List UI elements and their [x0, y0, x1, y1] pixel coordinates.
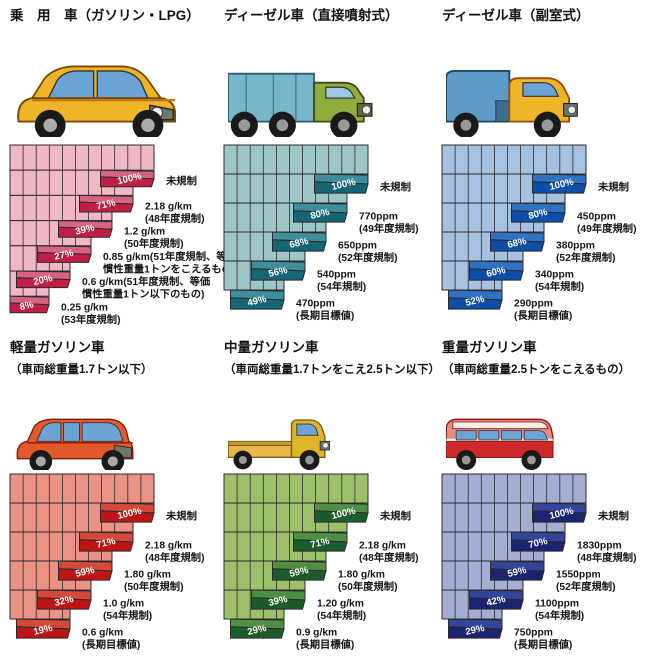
svg-text:0.9 g/km: 0.9 g/km	[296, 627, 337, 638]
svg-text:(48年度規制): (48年度規制)	[145, 551, 205, 564]
svg-text:(54年規制): (54年規制)	[535, 280, 584, 293]
svg-text:770ppm: 770ppm	[359, 211, 398, 222]
svg-text:(50年度規制): (50年度規制)	[338, 580, 398, 593]
svg-text:(長期目標値): (長期目標値)	[514, 638, 572, 651]
svg-text:1.2 g/km: 1.2 g/km	[124, 227, 165, 238]
svg-text:2.18 g/km: 2.18 g/km	[145, 540, 192, 551]
svg-text:(50年度規制): (50年度規制)	[124, 580, 184, 593]
svg-text:未規制: 未規制	[379, 180, 411, 193]
svg-text:1.80 g/km: 1.80 g/km	[124, 569, 171, 580]
svg-text:(48年度規制): (48年度規制)	[359, 551, 419, 564]
svg-text:(54年規制): (54年規制)	[317, 609, 366, 622]
svg-text:450ppm: 450ppm	[577, 211, 616, 222]
svg-text:(52年度規制): (52年度規制)	[556, 580, 616, 593]
svg-text:未規制: 未規制	[597, 509, 629, 522]
svg-text:(54年規制): (54年規制)	[103, 609, 152, 622]
svg-text:1.20 g/km: 1.20 g/km	[317, 598, 364, 609]
svg-text:540ppm: 540ppm	[317, 269, 356, 280]
svg-text:未規制: 未規制	[165, 174, 197, 187]
svg-text:未規制: 未規制	[379, 509, 411, 522]
svg-text:380ppm: 380ppm	[556, 240, 595, 251]
svg-text:750ppm: 750ppm	[514, 627, 553, 638]
svg-text:(48年度規制): (48年度規制)	[145, 212, 205, 225]
svg-text:340ppm: 340ppm	[535, 269, 574, 280]
svg-text:1.80 g/km: 1.80 g/km	[338, 569, 385, 580]
svg-text:(52年度規制): (52年度規制)	[338, 251, 398, 264]
svg-text:(54年規制): (54年規制)	[317, 280, 366, 293]
svg-text:(54年規制): (54年規制)	[535, 609, 584, 622]
svg-text:(48年度規制): (48年度規制)	[577, 551, 637, 564]
svg-text:(53年度規制): (53年度規制)	[61, 313, 121, 326]
svg-text:650ppm: 650ppm	[338, 240, 377, 251]
svg-text:(長期目標値): (長期目標値)	[296, 638, 354, 651]
svg-text:1550ppm: 1550ppm	[556, 569, 601, 580]
svg-text:1.0 g/km: 1.0 g/km	[103, 598, 144, 609]
svg-text:未規制: 未規制	[165, 509, 197, 522]
svg-text:2.18 g/km: 2.18 g/km	[359, 540, 406, 551]
svg-text:(52年度規制): (52年度規制)	[556, 251, 616, 264]
svg-text:2.18 g/km: 2.18 g/km	[145, 202, 192, 213]
svg-text:未規制: 未規制	[597, 180, 629, 193]
svg-text:0.6 g/km(51年度規制、等価: 0.6 g/km(51年度規制、等価	[82, 275, 210, 288]
svg-text:1100ppm: 1100ppm	[535, 598, 579, 609]
svg-text:慣性重量1トン以下のもの): 慣性重量1トン以下のもの)	[81, 288, 204, 301]
svg-text:(49年度規制): (49年度規制)	[577, 222, 637, 235]
svg-text:(長期目標値): (長期目標値)	[296, 309, 354, 322]
svg-text:(50年度規制): (50年度規制)	[124, 237, 184, 250]
svg-text:1830ppm: 1830ppm	[577, 540, 622, 551]
svg-text:(長期目標値): (長期目標値)	[82, 638, 140, 651]
svg-text:290ppm: 290ppm	[514, 298, 553, 309]
svg-text:0.85 g/km(51年度規制、等価: 0.85 g/km(51年度規制、等価	[103, 250, 237, 263]
svg-text:慣性重量1トンをこえるもの): 慣性重量1トンをこえるもの)	[102, 262, 235, 275]
svg-text:0.25 g/km: 0.25 g/km	[61, 302, 108, 313]
svg-text:0.6 g/km: 0.6 g/km	[82, 627, 123, 638]
svg-text:(長期目標値): (長期目標値)	[514, 309, 572, 322]
svg-text:470ppm: 470ppm	[296, 298, 335, 309]
svg-text:(49年度規制): (49年度規制)	[359, 222, 419, 235]
